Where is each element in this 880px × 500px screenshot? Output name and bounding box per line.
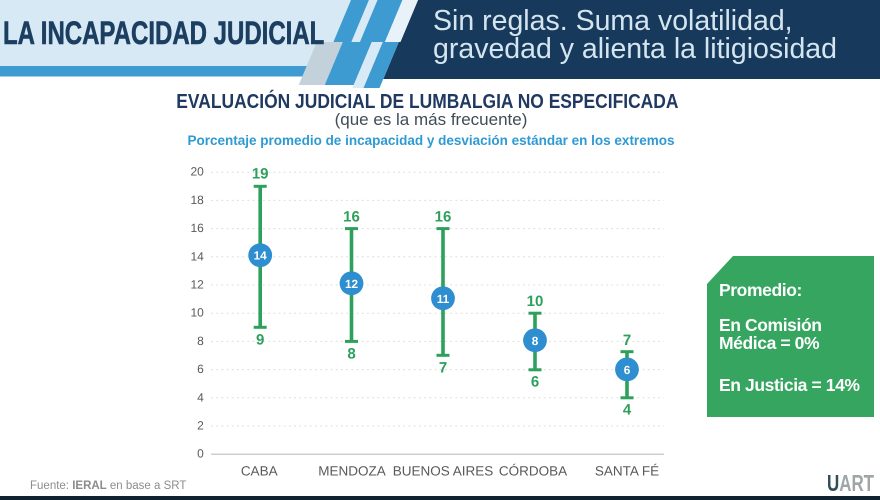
svg-text:9: 9 xyxy=(256,332,264,349)
svg-text:19: 19 xyxy=(252,166,269,183)
svg-text:12: 12 xyxy=(190,278,204,292)
svg-text:CABA: CABA xyxy=(241,464,278,479)
svg-text:6: 6 xyxy=(624,363,631,377)
svg-text:CÓRDOBA: CÓRDOBA xyxy=(499,464,567,479)
svg-text:4: 4 xyxy=(197,390,204,404)
svg-text:MENDOZA: MENDOZA xyxy=(318,464,386,479)
svg-text:0: 0 xyxy=(197,447,204,461)
svg-text:10: 10 xyxy=(190,306,204,320)
svg-text:2: 2 xyxy=(197,419,204,433)
svg-text:7: 7 xyxy=(439,360,447,377)
svg-text:SANTA FÉ: SANTA FÉ xyxy=(595,464,659,479)
svg-text:20: 20 xyxy=(190,165,204,179)
svg-text:6: 6 xyxy=(531,373,539,390)
svg-text:6: 6 xyxy=(197,362,204,376)
svg-text:16: 16 xyxy=(343,208,360,225)
svg-text:14: 14 xyxy=(190,249,204,263)
svg-text:7: 7 xyxy=(623,332,631,349)
svg-text:8: 8 xyxy=(197,334,204,348)
svg-text:BUENOS AIRES: BUENOS AIRES xyxy=(393,464,494,479)
svg-text:12: 12 xyxy=(345,277,359,291)
svg-text:11: 11 xyxy=(437,292,450,306)
svg-text:14: 14 xyxy=(254,249,268,263)
svg-text:16: 16 xyxy=(190,221,204,235)
svg-text:8: 8 xyxy=(532,334,539,348)
svg-text:16: 16 xyxy=(435,208,452,225)
svg-text:4: 4 xyxy=(623,402,632,419)
svg-text:18: 18 xyxy=(190,193,204,207)
svg-text:10: 10 xyxy=(527,293,544,310)
svg-text:8: 8 xyxy=(347,346,355,363)
